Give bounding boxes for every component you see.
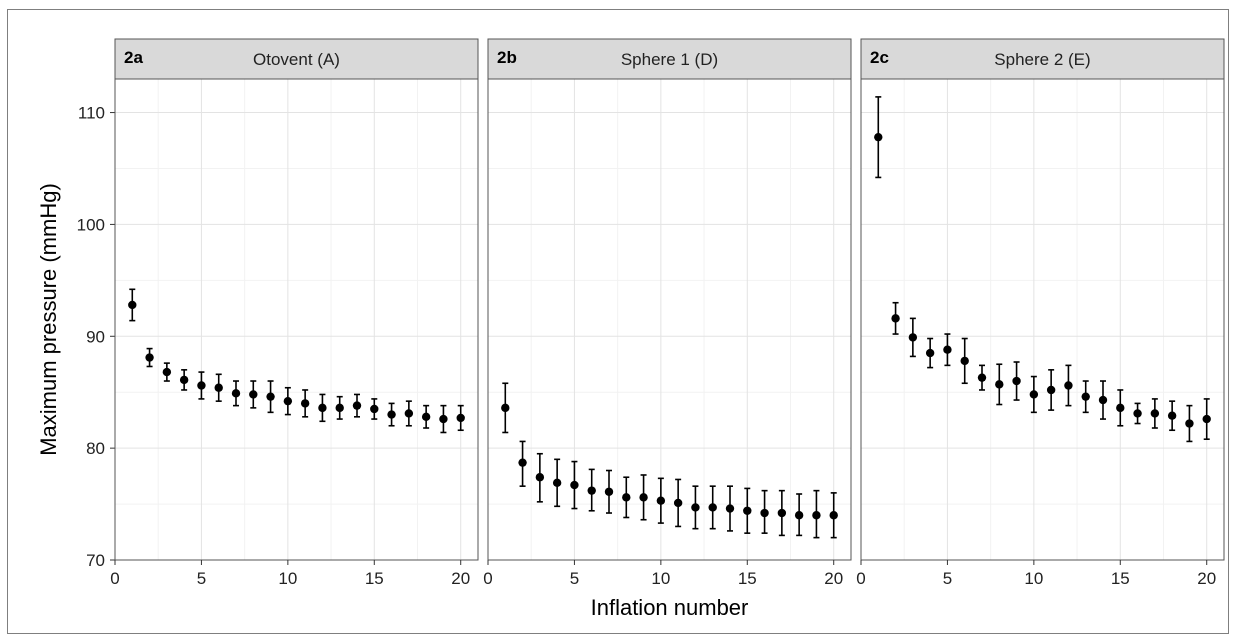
- data-point: [760, 508, 769, 518]
- data-point: [404, 409, 414, 418]
- panel-background: [861, 79, 1224, 560]
- data-point: [197, 381, 206, 390]
- data-point: [570, 480, 579, 490]
- x-axis-label: Inflation number: [591, 595, 749, 620]
- x-tick-label: 0: [856, 569, 865, 588]
- data-point: [673, 498, 683, 508]
- x-tick-label: 15: [1111, 569, 1130, 588]
- data-point: [794, 511, 804, 520]
- panel-tag: 2b: [497, 48, 517, 67]
- y-axis-label: Maximum pressure (mmHg): [36, 183, 61, 456]
- data-point: [421, 412, 431, 422]
- data-point: [552, 478, 562, 488]
- data-point: [829, 511, 838, 520]
- x-tick-label: 0: [110, 569, 119, 588]
- x-tick-label: 10: [1024, 569, 1043, 588]
- data-point: [231, 389, 241, 398]
- data-point: [1012, 376, 1021, 386]
- x-tick-label: 10: [651, 569, 670, 588]
- data-point: [622, 493, 631, 502]
- x-tick-label: 20: [824, 569, 843, 588]
- y-tick-label: 110: [78, 104, 105, 123]
- data-point: [977, 373, 987, 382]
- data-point: [1098, 395, 1108, 405]
- x-tick-label: 20: [451, 569, 470, 588]
- data-point: [604, 487, 614, 496]
- data-point: [691, 503, 700, 512]
- data-point: [1029, 390, 1039, 399]
- figure-frame: Maximum pressure (mmHg) 70 80 90 100 110 Otove…: [7, 9, 1229, 634]
- data-point: [456, 413, 465, 423]
- x-tick-label: 5: [943, 569, 952, 588]
- data-point: [1046, 385, 1056, 395]
- data-point: [283, 396, 293, 406]
- data-point: [214, 383, 223, 392]
- data-point: [1185, 419, 1194, 428]
- data-point: [960, 356, 969, 366]
- data-point: [874, 132, 883, 142]
- data-point: [1202, 414, 1211, 424]
- panel-tag: 2c: [870, 48, 889, 67]
- data-point: [179, 375, 189, 385]
- data-point: [387, 410, 396, 419]
- data-point: [812, 511, 821, 520]
- facet-title: Sphere 2 (E): [994, 50, 1090, 69]
- faceted-scatter-chart: Maximum pressure (mmHg)708090100110Otove…: [36, 38, 1225, 620]
- data-point: [145, 353, 154, 362]
- data-point: [518, 458, 527, 467]
- data-point: [1064, 381, 1073, 390]
- data-point: [439, 414, 448, 424]
- panel-border: [114, 78, 479, 561]
- data-point: [743, 506, 752, 515]
- data-point: [587, 486, 596, 495]
- data-point: [352, 401, 362, 410]
- panel-border: [860, 78, 1225, 561]
- data-point: [708, 503, 717, 512]
- data-point: [725, 504, 735, 513]
- data-point: [370, 404, 379, 414]
- x-tick-label: 20: [1197, 569, 1216, 588]
- data-point: [535, 473, 545, 482]
- data-point: [908, 333, 918, 342]
- panel-background: [115, 79, 478, 560]
- panel-background: [488, 79, 851, 560]
- x-tick-label: 15: [365, 569, 384, 588]
- data-point: [995, 380, 1004, 389]
- data-point: [1167, 411, 1177, 420]
- facet-title: Sphere 1 (D): [621, 50, 718, 69]
- panel-border: [487, 78, 852, 561]
- data-point: [335, 403, 344, 413]
- data-point: [162, 367, 172, 377]
- facet-title: Otovent (A): [253, 50, 340, 69]
- x-tick-label: 5: [570, 569, 579, 588]
- facet-strip: [487, 38, 852, 80]
- y-tick-label: 100: [77, 215, 105, 234]
- data-point: [266, 392, 275, 401]
- data-point: [1150, 409, 1160, 418]
- data-point: [1133, 409, 1142, 418]
- data-point: [925, 348, 935, 358]
- data-point: [891, 314, 900, 323]
- y-tick-label: 80: [86, 439, 105, 458]
- x-tick-label: 5: [197, 569, 206, 588]
- data-point: [300, 399, 310, 408]
- data-point: [249, 390, 258, 399]
- data-point: [639, 493, 648, 502]
- panel-tag: 2a: [124, 48, 143, 67]
- x-tick-label: 15: [738, 569, 757, 588]
- facet-strip: [114, 38, 479, 80]
- y-tick-label: 90: [86, 327, 105, 346]
- x-tick-label: 0: [483, 569, 492, 588]
- data-point: [318, 403, 327, 413]
- data-point: [943, 345, 952, 354]
- data-point: [128, 300, 137, 310]
- y-tick-label: 70: [86, 551, 105, 570]
- data-point: [1116, 403, 1125, 413]
- data-point: [1081, 392, 1090, 401]
- data-point: [656, 496, 666, 505]
- data-point: [777, 508, 787, 518]
- x-tick-label: 10: [278, 569, 297, 588]
- data-point: [501, 403, 510, 413]
